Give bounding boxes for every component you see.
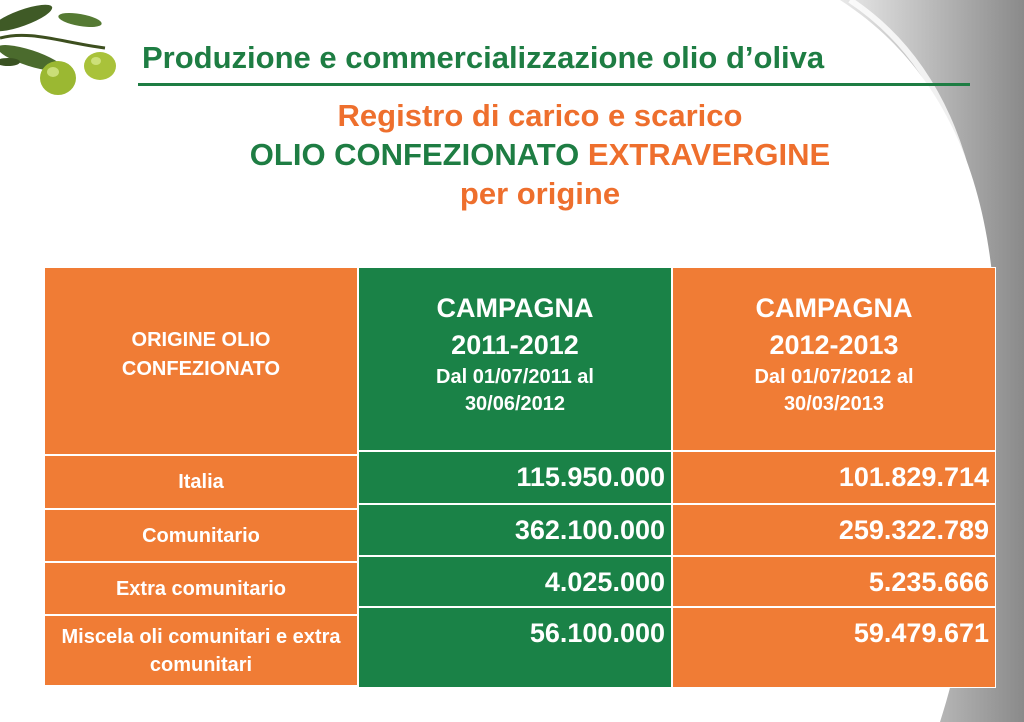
subtitle-product-grade: EXTRAVERGINE <box>587 137 831 172</box>
campaign-title: CAMPAGNA <box>755 293 913 323</box>
subtitle-product: OLIO CONFEZIONATO EXTRAVERGINE <box>100 135 980 174</box>
value-2012-extra-comunitario: 5.235.666 <box>672 556 996 607</box>
value-2011-extra-comunitario: 4.025.000 <box>358 556 672 607</box>
row-label-italia: Italia <box>44 455 358 509</box>
olive-branch-icon <box>0 4 116 95</box>
title-underline <box>138 83 970 86</box>
campaign-period-start: Dal 01/07/2011 al <box>436 366 594 388</box>
value-2011-miscela: 56.100.000 <box>358 607 672 688</box>
row-label-extra-comunitario: Extra comunitario <box>44 562 358 615</box>
row-label-miscela: Miscela oli comunitari e extra comunitar… <box>44 615 358 686</box>
origin-header-line1: ORIGINE OLIO <box>131 329 271 351</box>
subtitle-origin: per origine <box>459 176 621 211</box>
subtitle-product-type: OLIO CONFEZIONATO <box>249 137 580 172</box>
row-label-comunitario: Comunitario <box>44 509 358 562</box>
campaign-years: 2012-2013 <box>769 330 899 360</box>
campaign-2011-header: CAMPAGNA 2011-2012 Dal 01/07/2011 al 30/… <box>358 267 672 451</box>
page-title: Produzione e commercializzazione olio d’… <box>142 40 825 75</box>
campaign-period-end: 30/03/2013 <box>783 393 885 415</box>
subtitle-register: Registro di carico e scarico <box>337 98 743 133</box>
campaign-years: 2011-2012 <box>451 330 579 360</box>
subtitle-block: Registro di carico e scarico OLIO CONFEZ… <box>100 96 980 213</box>
value-2012-miscela: 59.479.671 <box>672 607 996 688</box>
value-2012-italia: 101.829.714 <box>672 451 996 504</box>
campaign-title: CAMPAGNA <box>436 293 594 323</box>
campaign-2012-header: CAMPAGNA 2012-2013 Dal 01/07/2012 al 30/… <box>672 267 996 451</box>
value-2012-comunitario: 259.322.789 <box>672 504 996 556</box>
origin-header-line2: CONFEZIONATO <box>121 358 281 380</box>
value-2011-comunitario: 362.100.000 <box>358 504 672 556</box>
origin-column-header: ORIGINE OLIO CONFEZIONATO <box>44 267 358 455</box>
campaign-period-start: Dal 01/07/2012 al <box>754 366 914 388</box>
value-2011-italia: 115.950.000 <box>358 451 672 504</box>
campaign-period-end: 30/06/2012 <box>464 393 566 415</box>
